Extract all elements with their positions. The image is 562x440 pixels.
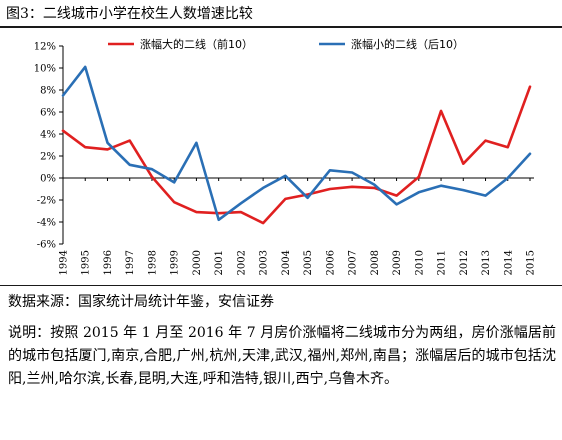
x-tick-label: 1994 [59,250,70,275]
x-tick-label: 1997 [125,250,136,275]
x-tick-label: 2010 [414,250,425,275]
y-tick-label: -2% [37,196,56,207]
y-tick-label: 10% [34,64,56,75]
source-text: 数据来源：国家统计局统计年鉴，安信证券 [8,294,274,310]
x-tick-label: 2015 [526,250,537,275]
y-tick-label: 4% [40,130,56,141]
x-tick-label: 2012 [459,250,470,275]
x-tick-label: 1996 [103,250,114,275]
figure-title: 图3：二线城市小学在校生人数增速比较 [6,6,253,22]
note-text: 说明：按照 2015 年 1 月至 2016 年 7 月房价涨幅将二线城市分为两… [8,325,556,387]
x-tick-label: 1998 [147,250,158,275]
y-axis: 12% 10% 8% 6% 4% 2% 0% -2% -4% -6% [34,42,64,251]
x-tick-label: 2004 [281,250,292,275]
x-tick-label: 1999 [170,250,181,275]
y-tick-label: 12% [34,42,56,53]
x-tick-label: 2011 [437,250,448,275]
x-axis: 1994 1995 1996 1997 1998 1999 2000 2001 2002 2003… [59,177,537,275]
x-tick-label: 1995 [81,250,92,275]
x-tick-label: 2000 [192,250,203,275]
legend-label: 涨幅小的二线（后10） [351,37,464,51]
y-tick-label: -6% [37,240,56,251]
x-tick-label: 2005 [303,250,314,275]
x-tick-label: 2008 [370,250,381,275]
legend-label: 涨幅大的二线（前10） [140,37,253,51]
y-tick-label: 8% [40,86,56,97]
x-tick-label: 2002 [236,250,247,275]
title-rule [0,26,562,28]
x-tick-label: 2013 [481,250,492,275]
x-tick-label: 2001 [214,250,225,275]
series-group [61,65,532,225]
legend: 涨幅大的二线（前10） 涨幅小的二线（后10） [108,37,464,51]
x-tick-label: 2014 [503,250,514,275]
y-tick-label: 6% [40,108,56,119]
line-chart: 涨幅大的二线（前10） 涨幅小的二线（后10） 12% 10% 8% 6% 4% 2% 0% -… [34,37,537,275]
footer-rule [0,285,562,286]
y-tick-label: 0% [40,174,56,185]
series-line-bottom10 [61,65,532,222]
x-tick-label: 2007 [348,250,359,275]
y-tick-label: -4% [37,218,56,229]
series-line-top10 [61,85,532,225]
x-tick-label: 2009 [392,250,403,275]
y-tick-label: 2% [40,152,56,163]
x-tick-label: 2006 [325,250,336,275]
x-tick-label: 2003 [259,250,270,275]
